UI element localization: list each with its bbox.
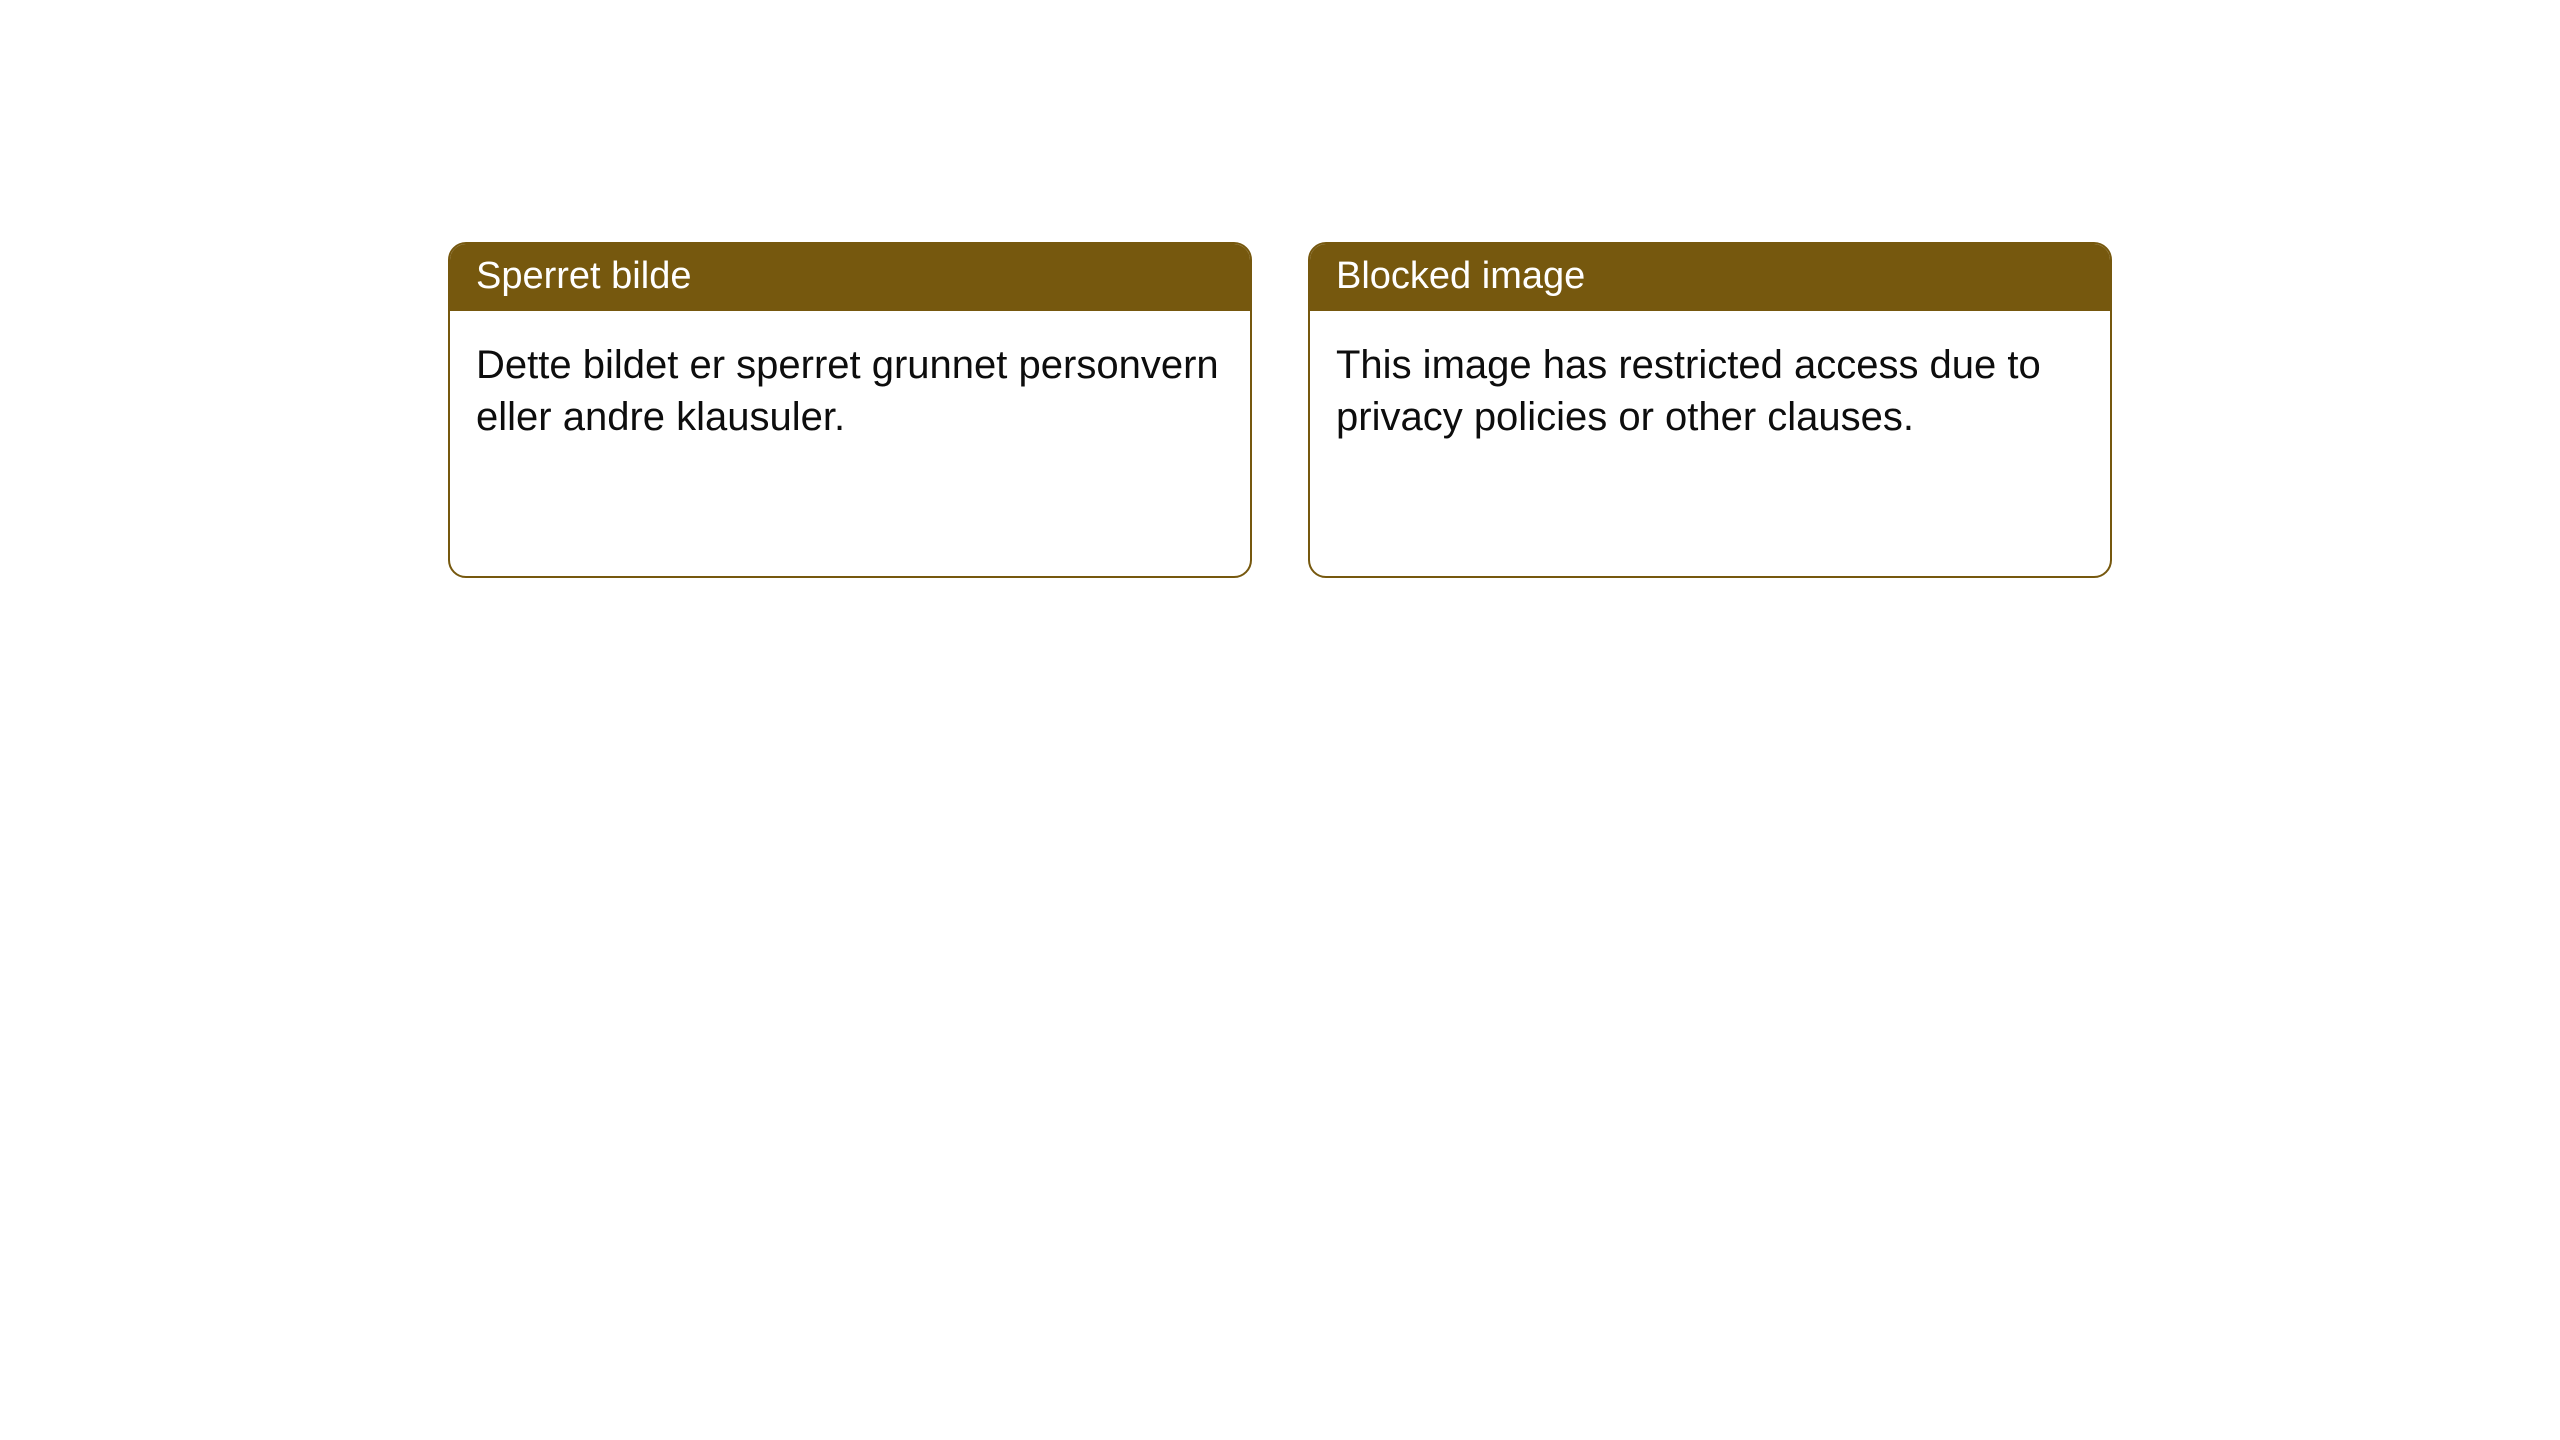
notice-title-norwegian: Sperret bilde [450,244,1250,311]
notice-body-norwegian: Dette bildet er sperret grunnet personve… [450,311,1250,471]
notice-box-english: Blocked image This image has restricted … [1308,242,2112,578]
notice-body-english: This image has restricted access due to … [1310,311,2110,471]
notice-box-norwegian: Sperret bilde Dette bildet er sperret gr… [448,242,1252,578]
notice-container: Sperret bilde Dette bildet er sperret gr… [0,0,2560,578]
notice-title-english: Blocked image [1310,244,2110,311]
